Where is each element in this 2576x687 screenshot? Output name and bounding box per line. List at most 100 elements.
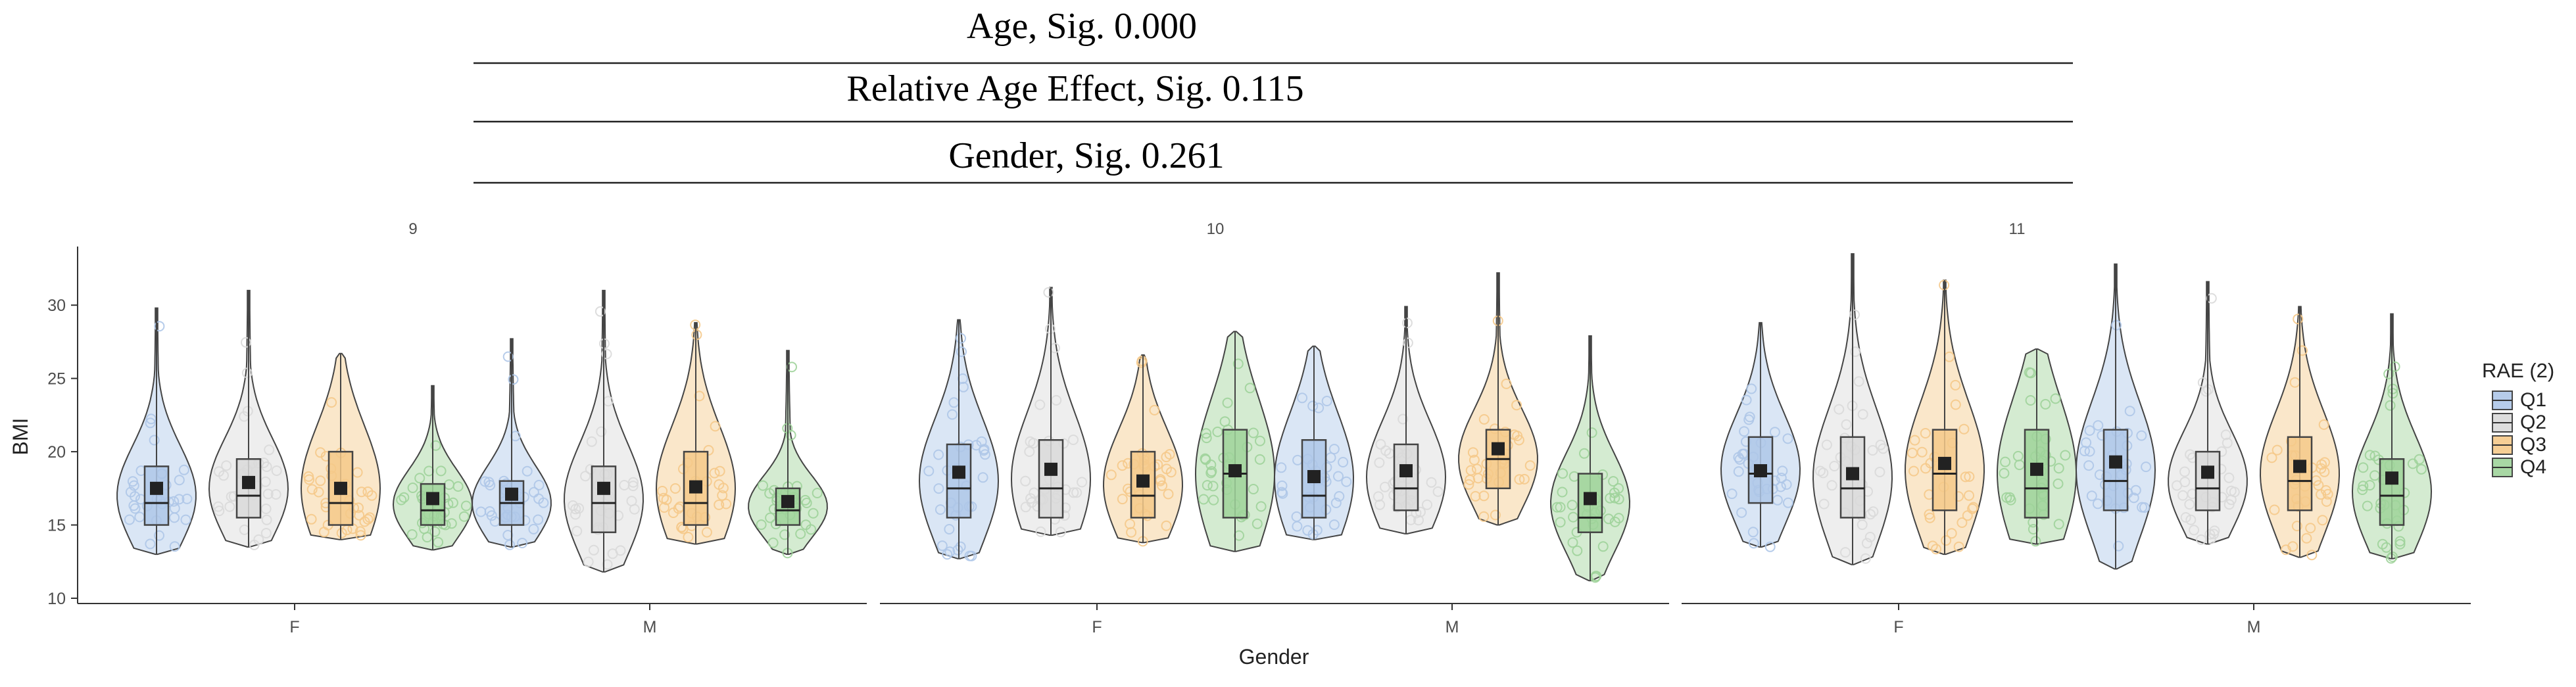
data-point — [1415, 506, 1426, 517]
violin-group — [1194, 331, 1276, 552]
data-point — [1248, 484, 1259, 494]
data-point — [517, 538, 528, 548]
mean-marker — [505, 487, 518, 501]
data-point — [2086, 490, 2097, 502]
data-point — [318, 527, 329, 538]
data-point — [1511, 400, 1522, 411]
mean-marker — [1584, 492, 1597, 506]
data-point — [615, 545, 626, 556]
data-point — [1741, 394, 1752, 406]
mean-marker — [2293, 460, 2306, 473]
data-point — [570, 504, 581, 515]
data-point — [315, 475, 326, 486]
data-point — [414, 473, 425, 484]
data-point — [528, 523, 539, 534]
data-point — [758, 480, 768, 491]
data-point — [2272, 444, 2283, 456]
data-point — [977, 472, 988, 483]
annotation-age: Age, Sig. 0.000 — [967, 6, 1197, 47]
data-point — [174, 475, 185, 486]
data-point — [452, 481, 464, 492]
data-point — [510, 431, 521, 442]
data-point — [1764, 541, 1776, 552]
data-point — [2394, 538, 2406, 550]
mean-marker — [2201, 465, 2214, 479]
data-point — [1597, 541, 1609, 552]
data-point — [1579, 448, 1590, 459]
data-point — [1200, 453, 1211, 464]
data-point — [326, 397, 337, 408]
data-point — [303, 471, 314, 482]
data-point — [2092, 498, 2103, 509]
data-point — [627, 477, 639, 488]
data-point — [242, 406, 253, 417]
violin-group — [116, 307, 197, 556]
facet-label: 9 — [408, 220, 417, 238]
data-point — [353, 502, 364, 513]
data-point — [484, 506, 495, 517]
data-point — [1276, 480, 1288, 491]
data-point — [2383, 368, 2394, 379]
data-point — [795, 529, 806, 539]
annotation-rae: Relative Age Effect, Sig. 0.115 — [846, 68, 1303, 109]
mean-marker — [1754, 464, 1767, 478]
data-point — [270, 489, 281, 500]
data-point — [149, 435, 160, 446]
data-point — [966, 550, 977, 561]
data-point — [721, 498, 732, 509]
data-point — [571, 525, 583, 536]
x-tick-label: M — [643, 618, 657, 636]
data-point — [1924, 512, 1935, 523]
violin-group — [1458, 272, 1538, 526]
data-point — [1777, 465, 1788, 477]
data-point — [1734, 454, 1745, 465]
data-point — [241, 337, 251, 348]
annotation-table: Age, Sig. 0.000 Relative Age Effect, Sig… — [474, 6, 2073, 184]
legend-item: Q3 — [2492, 434, 2546, 456]
data-point — [1927, 540, 1938, 552]
data-point — [1292, 521, 1303, 532]
data-point — [2387, 388, 2398, 399]
violin-group — [1812, 253, 1893, 565]
data-point — [1328, 444, 1340, 455]
data-point — [174, 494, 185, 505]
data-point — [2358, 481, 2369, 492]
mean-marker — [1938, 456, 1951, 470]
data-point — [154, 321, 165, 332]
data-point — [2305, 523, 2316, 534]
data-point — [1613, 513, 1624, 524]
data-point — [1202, 480, 1213, 491]
data-point — [241, 367, 253, 379]
data-point — [1155, 474, 1166, 485]
data-point — [260, 528, 272, 538]
data-point — [1055, 527, 1066, 538]
data-point — [528, 486, 539, 498]
data-point — [2053, 463, 2064, 474]
data-point — [2113, 540, 2124, 552]
data-point — [1567, 500, 1578, 511]
data-point — [364, 512, 376, 523]
data-point — [127, 476, 138, 487]
data-point — [1333, 471, 1344, 482]
data-point — [714, 465, 725, 477]
data-point — [271, 465, 282, 476]
data-point — [2179, 477, 2191, 488]
data-point — [502, 530, 514, 540]
x-tick-label: F — [289, 618, 299, 636]
data-point — [1397, 414, 1409, 425]
data-point — [2084, 446, 2095, 457]
data-point — [355, 530, 366, 541]
data-point — [2317, 515, 2328, 526]
data-point — [1514, 474, 1525, 485]
data-point — [128, 480, 139, 491]
data-point — [676, 521, 687, 533]
data-point — [1551, 502, 1563, 513]
data-point — [2306, 550, 2318, 561]
legend-item: Q1 — [2492, 389, 2546, 411]
plot-area: 10 15 20 25 30 9 F M 10 F M 11 F M — [47, 220, 2471, 636]
mean-marker — [1136, 474, 1150, 488]
data-point — [1478, 414, 1490, 425]
data-point — [1941, 535, 1952, 546]
data-point — [580, 471, 591, 482]
x-tick-label: F — [1893, 618, 1903, 636]
